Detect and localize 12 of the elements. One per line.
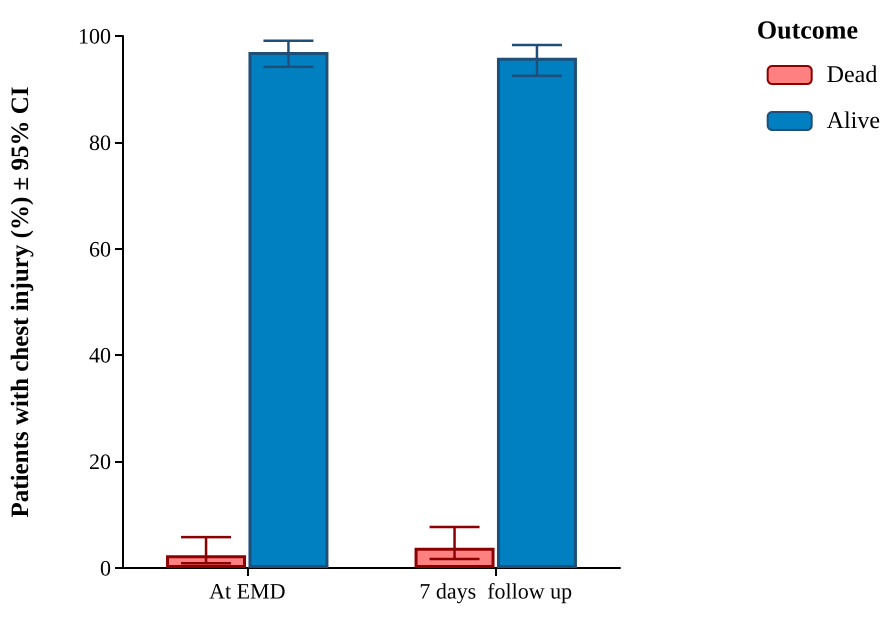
y-tick-label: 40	[89, 342, 111, 368]
y-axis-title: Patients with chest injury (%) ± 95% CI	[7, 86, 34, 518]
y-tick-label: 20	[89, 449, 111, 474]
y-tick-label: 0	[100, 556, 111, 580]
y-tick-label: 80	[89, 130, 111, 155]
x-tick-label: At EMD	[209, 578, 286, 604]
legend-label: Dead	[826, 62, 878, 88]
y-tick-label: 60	[89, 236, 111, 262]
x-tick-label: 7 days follow up	[419, 578, 572, 604]
legend-label: Alive	[826, 108, 880, 134]
y-tick-label: 100	[78, 24, 111, 48]
legend-title: Outcome	[756, 16, 858, 44]
